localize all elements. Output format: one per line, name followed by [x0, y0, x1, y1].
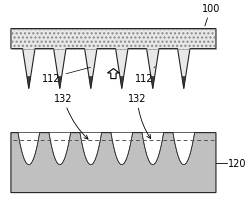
Text: 120: 120: [228, 158, 246, 168]
Polygon shape: [182, 77, 186, 89]
Polygon shape: [142, 133, 164, 165]
Text: 100: 100: [202, 4, 220, 27]
Polygon shape: [58, 77, 61, 89]
Text: 112: 112: [135, 67, 155, 83]
Polygon shape: [173, 133, 195, 165]
Polygon shape: [11, 133, 216, 193]
Text: 132: 132: [54, 93, 88, 139]
Polygon shape: [120, 77, 124, 89]
Polygon shape: [18, 133, 40, 165]
Polygon shape: [11, 29, 216, 89]
Text: 132: 132: [128, 93, 151, 139]
Bar: [11, 29, 216, 49]
Polygon shape: [49, 133, 70, 165]
Polygon shape: [111, 133, 132, 165]
Text: 112: 112: [42, 68, 90, 83]
Polygon shape: [151, 77, 154, 89]
FancyArrow shape: [108, 69, 120, 79]
Polygon shape: [27, 77, 30, 89]
Polygon shape: [89, 77, 92, 89]
Polygon shape: [80, 133, 102, 165]
